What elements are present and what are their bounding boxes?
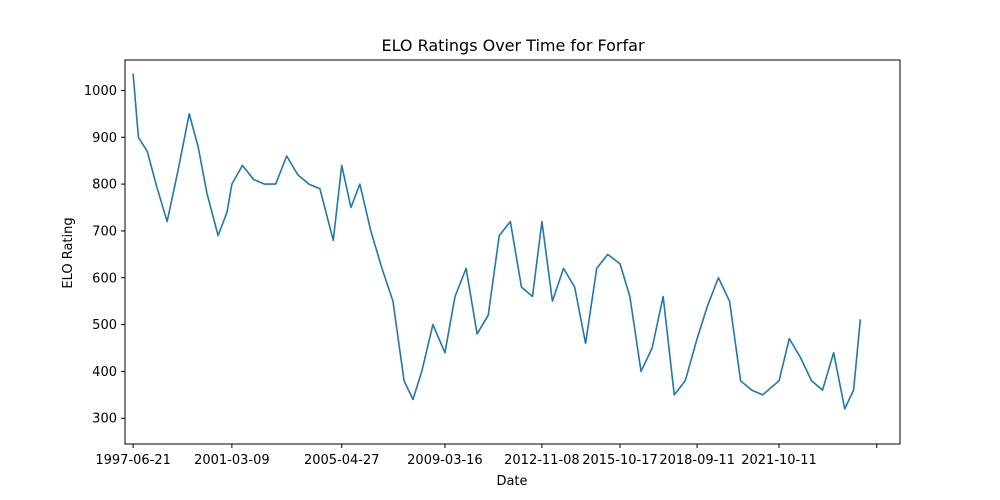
x-axis-label: Date xyxy=(496,474,527,489)
x-tick-label: 2018-09-11 xyxy=(659,453,735,468)
y-tick-label: 300 xyxy=(92,412,117,427)
x-tick-label: 2005-04-27 xyxy=(304,453,380,468)
y-tick-label: 700 xyxy=(92,224,117,239)
series-line-0 xyxy=(132,73,862,410)
x-tick-label: 2021-10-11 xyxy=(741,453,817,468)
y-tick-label: 1000 xyxy=(84,84,117,99)
plot-frame xyxy=(124,59,901,445)
y-tick-label: 500 xyxy=(92,318,117,333)
x-axis: 1997-06-21 2001-03-09 2005-04-27 2009-03-16… xyxy=(95,444,878,468)
plot-area xyxy=(132,73,862,410)
y-axis-label: ELO Rating xyxy=(61,217,76,288)
x-tick-label: 2001-03-09 xyxy=(194,453,270,468)
x-tick-label: 2009-03-16 xyxy=(407,453,483,468)
y-tick-label: 800 xyxy=(92,178,117,193)
x-tick-label: 2015-10-17 xyxy=(582,453,658,468)
chart-title: ELO Ratings Over Time for Forfar xyxy=(381,36,644,55)
y-axis: 300 400 500 600 700 800 900 1000 xyxy=(84,84,125,427)
x-tick-label: 1997-06-21 xyxy=(95,453,171,468)
y-tick-label: 600 xyxy=(92,271,117,286)
x-tick-label: 2012-11-08 xyxy=(504,453,580,468)
y-tick-label: 900 xyxy=(92,131,117,146)
y-tick-label: 400 xyxy=(92,365,117,380)
